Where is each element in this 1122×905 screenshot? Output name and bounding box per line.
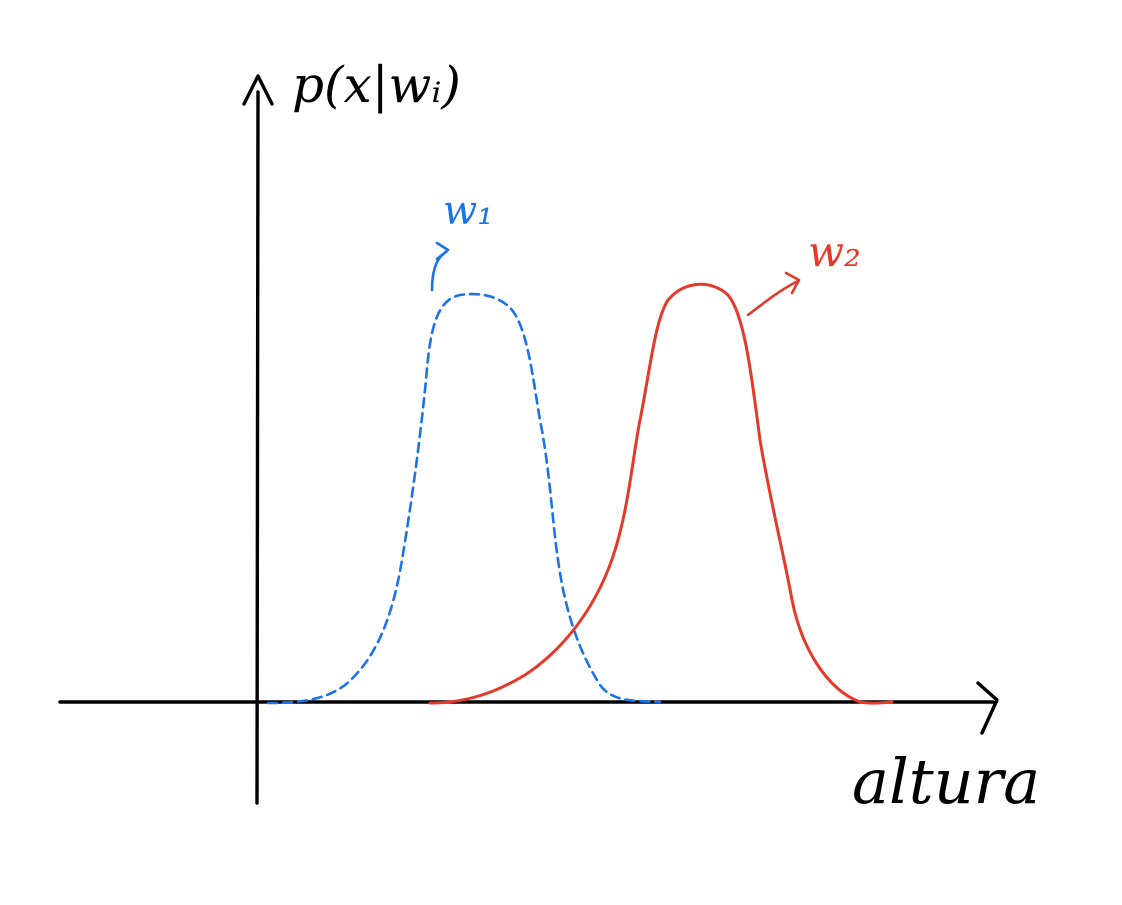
y-axis-arrowhead [242, 74, 274, 106]
y-axis [255, 90, 260, 805]
class-w1: w₁ [266, 188, 662, 705]
axes [58, 74, 999, 805]
y-axis-label: p(x|wᵢ) [292, 56, 461, 114]
w2-label: w₂ [808, 227, 861, 276]
w1-density-curve [266, 292, 662, 705]
class-w2: w₂ [428, 227, 894, 705]
w1-pointer-arrow [430, 241, 450, 292]
x-axis-arrowhead [976, 681, 999, 735]
x-axis-label: altura [852, 745, 1040, 818]
w2-density-curve [428, 282, 894, 705]
w2-pointer-arrow [746, 271, 801, 317]
w1-label: w₁ [443, 188, 493, 234]
